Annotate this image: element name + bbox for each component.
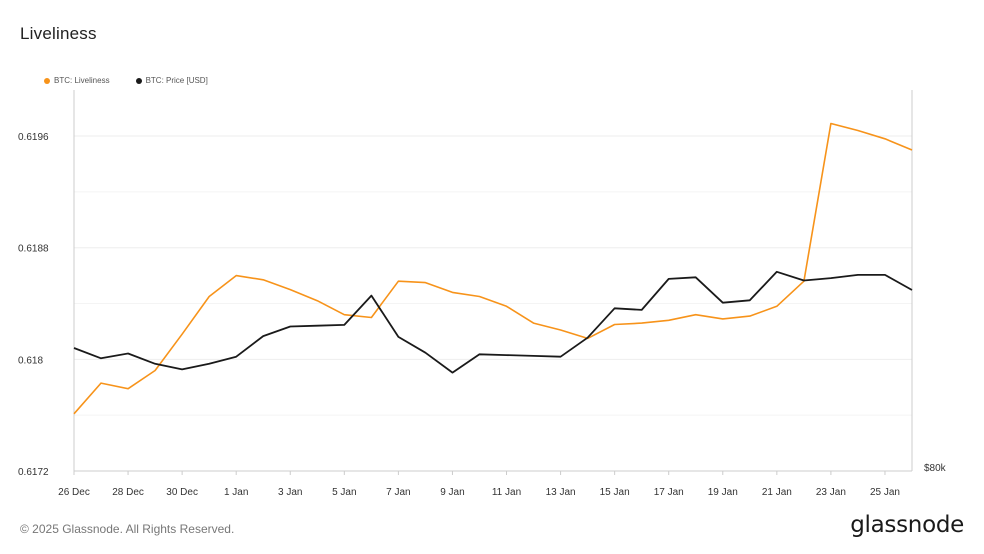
legend-dot-liveliness	[44, 77, 50, 84]
x-tick-label: 30 Dec	[166, 487, 198, 498]
x-tick-label: 13 Jan	[546, 487, 576, 498]
y-tick-label: 0.6188	[18, 244, 49, 255]
x-tick-label: 26 Dec	[58, 487, 90, 498]
x-tick-label: 21 Jan	[762, 487, 792, 498]
x-tick-label: 1 Jan	[224, 487, 248, 498]
legend-item-liveliness[interactable]: BTC: Liveliness	[44, 76, 110, 85]
x-tick-label: 28 Dec	[112, 487, 144, 498]
x-tick-label: 9 Jan	[440, 487, 464, 498]
series-line-liveliness	[73, 122, 913, 415]
x-tick-label: 11 Jan	[492, 487, 521, 498]
y2-tick-label: $80k	[924, 463, 947, 474]
x-tick-label: 7 Jan	[386, 487, 410, 498]
x-tick-label: 17 Jan	[654, 487, 684, 498]
y-tick-label: 0.6196	[18, 132, 49, 143]
x-tick-label: 3 Jan	[278, 487, 302, 498]
glassnode-logo: glassnode	[850, 512, 964, 538]
chart-title: Liveliness	[20, 24, 97, 43]
x-tick-label: 25 Jan	[870, 487, 900, 498]
legend-label-liveliness: BTC: Liveliness	[54, 76, 110, 85]
legend-item-price[interactable]: BTC: Price [USD]	[135, 76, 208, 85]
x-tick-label: 5 Jan	[332, 487, 356, 498]
legend-dot-price	[135, 77, 142, 84]
x-tick-label: 19 Jan	[708, 487, 738, 498]
legend-label-price: BTC: Price [USD]	[145, 76, 208, 85]
x-tick-label: 15 Jan	[600, 487, 630, 498]
copyright-text: © 2025 Glassnode. All Rights Reserved.	[20, 522, 235, 536]
series-line-price	[73, 270, 913, 374]
x-tick-label: 23 Jan	[816, 487, 846, 498]
y-tick-label: 0.618	[18, 355, 43, 366]
y-tick-label: 0.6172	[18, 467, 49, 478]
chart-legend: BTC: Liveliness BTC: Price [USD]	[44, 76, 208, 85]
